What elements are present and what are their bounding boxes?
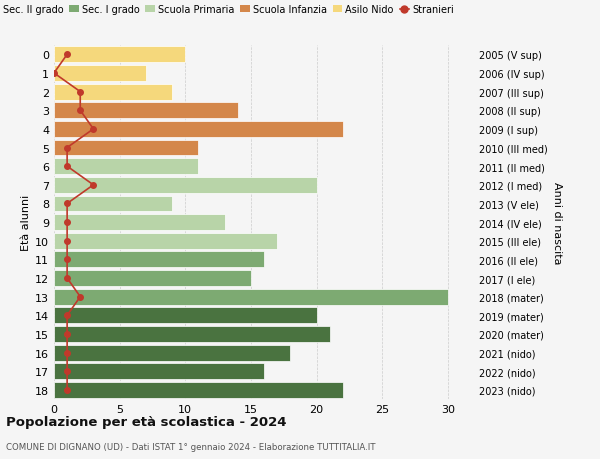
Bar <box>54 66 146 82</box>
Bar <box>54 84 172 101</box>
Bar <box>54 196 172 212</box>
Bar <box>54 140 199 156</box>
Bar <box>54 215 224 230</box>
Bar <box>54 382 343 398</box>
Legend: Sec. II grado, Sec. I grado, Scuola Primaria, Scuola Infanzia, Asilo Nido, Stran: Sec. II grado, Sec. I grado, Scuola Prim… <box>0 1 458 19</box>
Bar <box>54 159 199 175</box>
Bar <box>54 270 251 286</box>
Bar <box>54 122 343 138</box>
Text: Popolazione per età scolastica - 2024: Popolazione per età scolastica - 2024 <box>6 415 287 428</box>
Bar <box>54 233 277 249</box>
Bar <box>54 364 264 379</box>
Bar <box>54 103 238 119</box>
Y-axis label: Anni di nascita: Anni di nascita <box>552 181 562 264</box>
Bar <box>54 178 317 193</box>
Bar <box>54 308 317 324</box>
Bar <box>54 289 448 305</box>
Bar <box>54 345 290 361</box>
Bar <box>54 47 185 63</box>
Text: COMUNE DI DIGNANO (UD) - Dati ISTAT 1° gennaio 2024 - Elaborazione TUTTITALIA.IT: COMUNE DI DIGNANO (UD) - Dati ISTAT 1° g… <box>6 442 376 451</box>
Bar <box>54 326 329 342</box>
Bar <box>54 252 264 268</box>
Y-axis label: Età alunni: Età alunni <box>21 195 31 251</box>
